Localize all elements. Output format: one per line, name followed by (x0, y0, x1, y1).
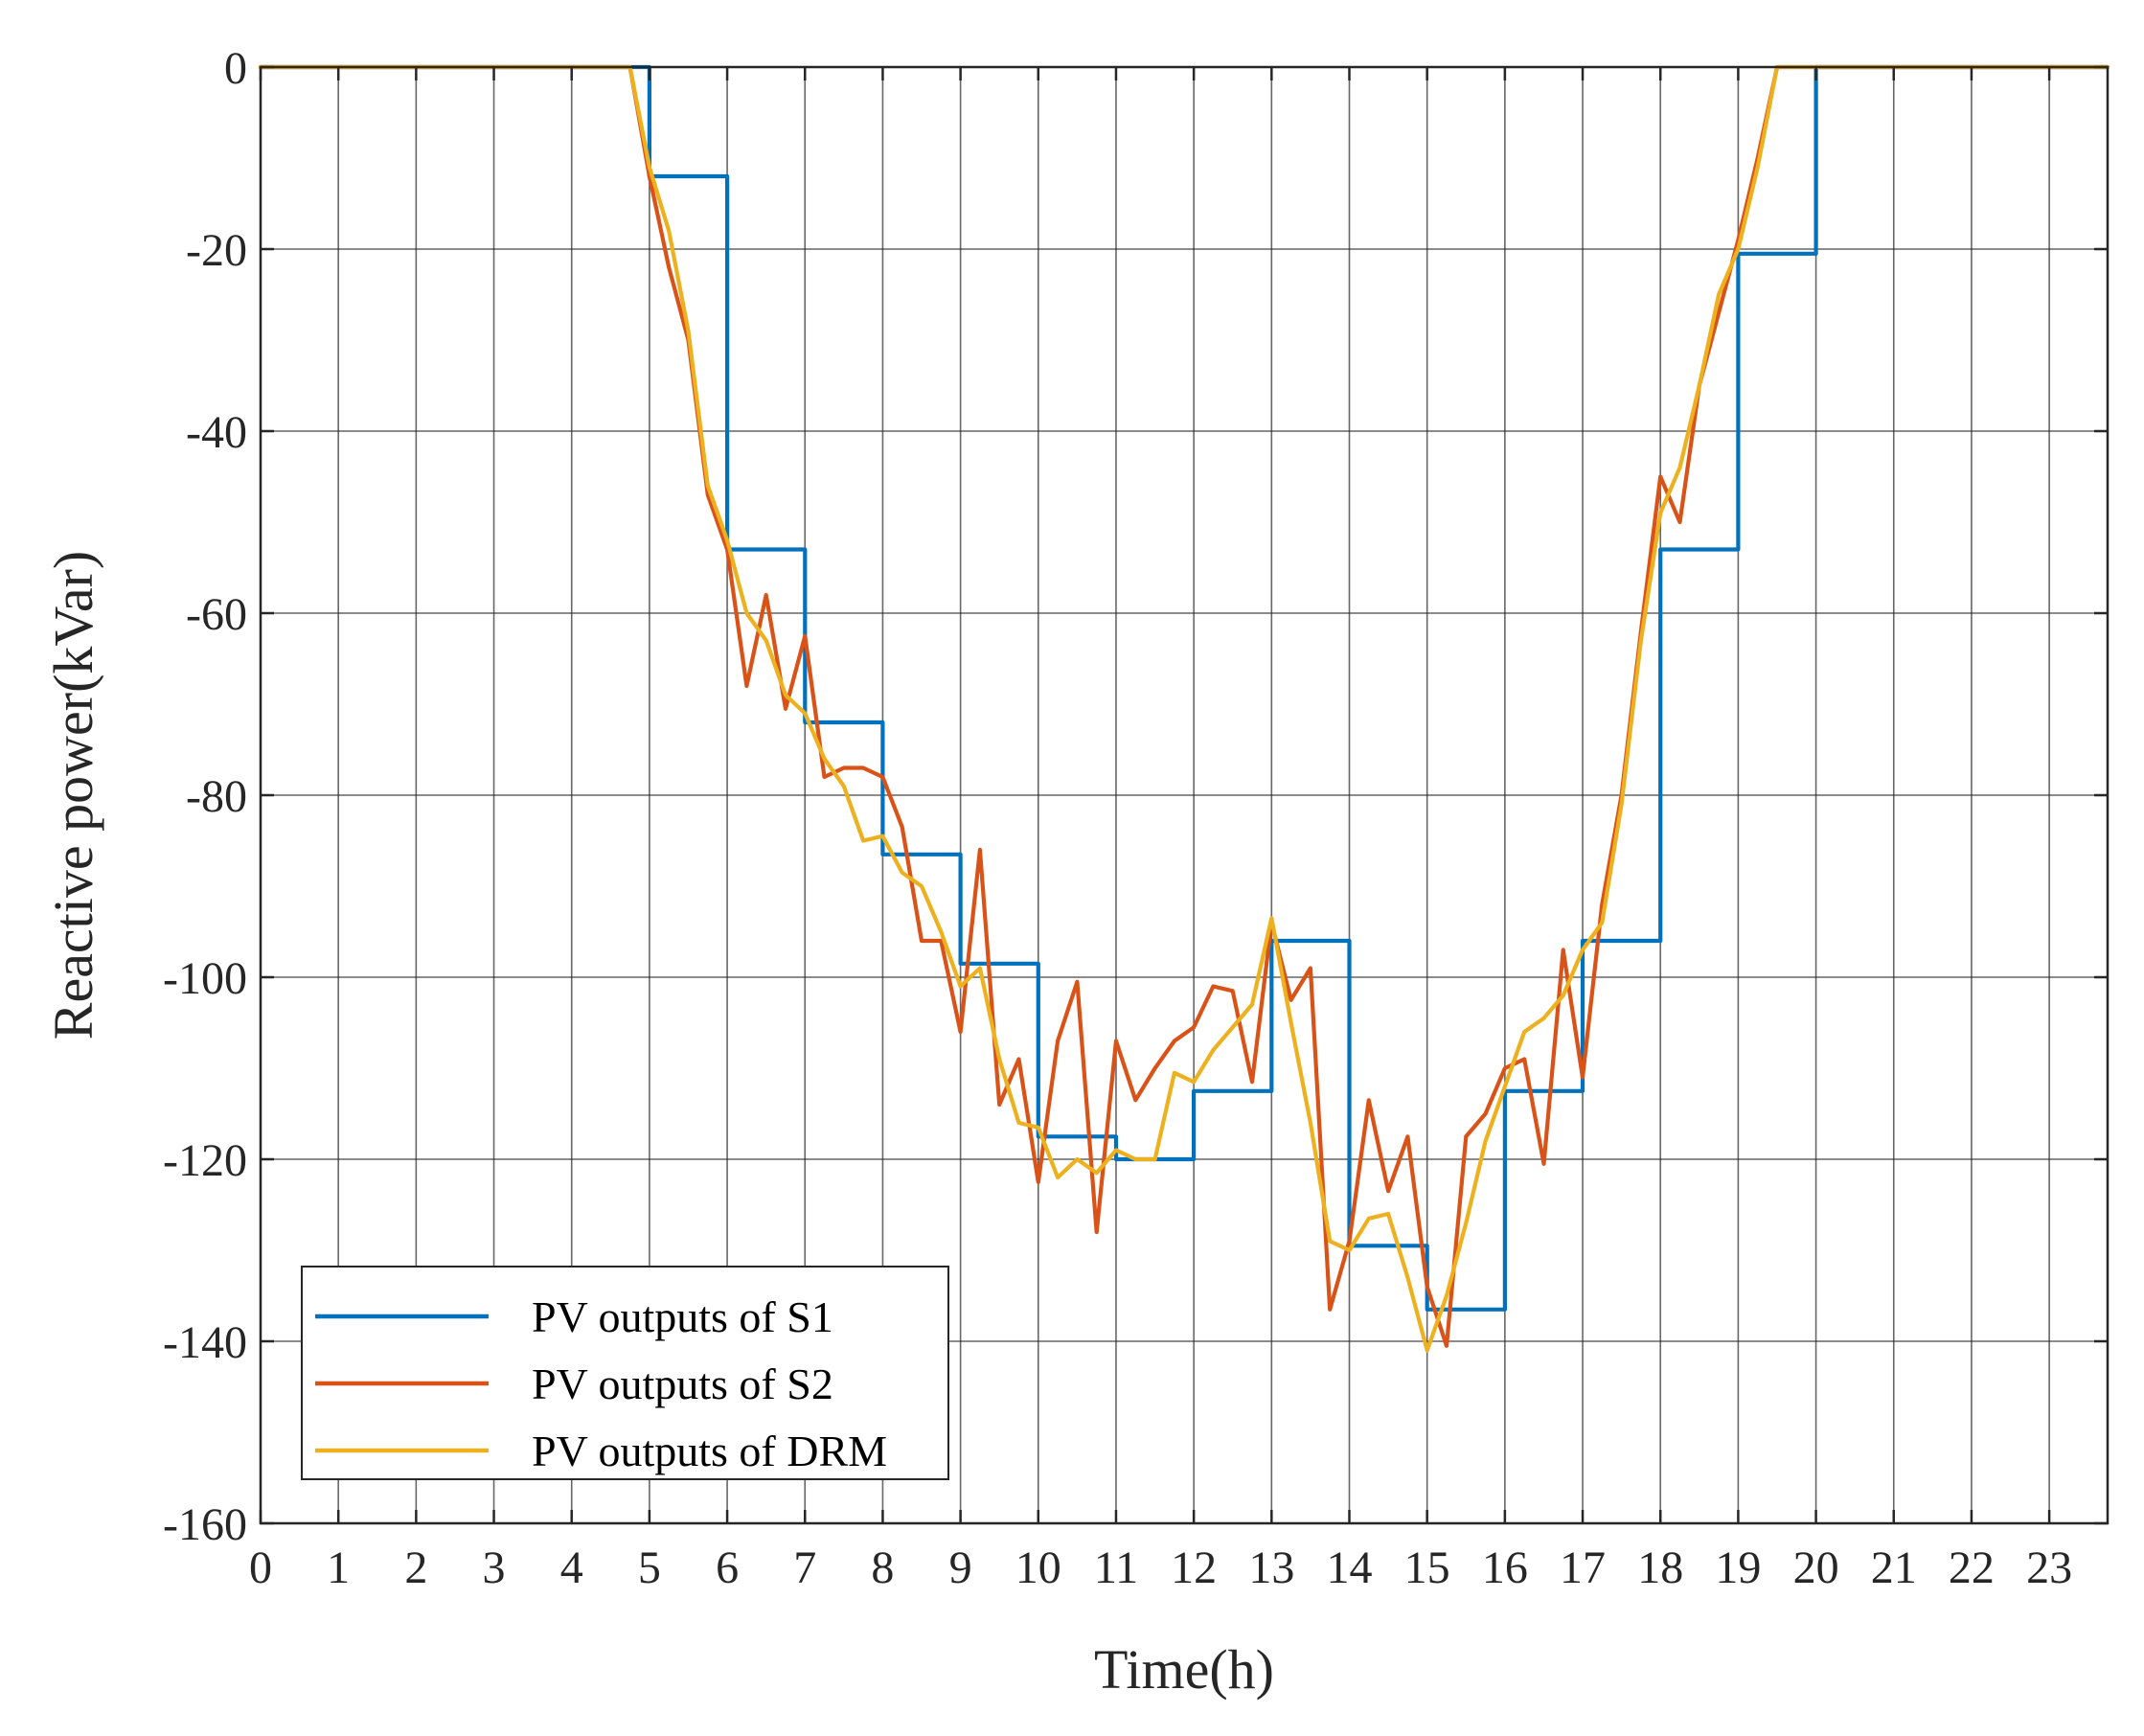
y-tick-label: -100 (163, 953, 247, 1004)
series-line-1 (258, 64, 2110, 1312)
tick-layer: 0 1 2 3 4 5 6 7 8 9 10 11 12 13 14 15 16 17 18 19 20 21 22 230-… (163, 43, 2108, 1593)
y-tick-label: -80 (186, 771, 247, 822)
y-tick-label: 0 (224, 43, 247, 94)
x-tick-label: 16 (1482, 1542, 1528, 1593)
x-tick-label: 14 (1327, 1542, 1373, 1593)
x-tick-label: 8 (871, 1542, 894, 1593)
x-tick-label: 2 (404, 1542, 427, 1593)
x-tick-label: 0 (249, 1542, 272, 1593)
x-tick-label: 15 (1404, 1542, 1450, 1593)
y-tick-label: -120 (163, 1135, 247, 1186)
y-tick-label: -40 (186, 407, 247, 458)
legend-label-3: PV outputs of DRM (532, 1427, 887, 1475)
x-tick-label: 3 (483, 1542, 506, 1593)
legend: PV outputs of S1 PV outputs of S2 PV outpu… (301, 1266, 949, 1480)
x-tick-label: 21 (1871, 1542, 1917, 1593)
x-tick-label: 4 (560, 1542, 583, 1593)
y-tick-label: -60 (186, 589, 247, 640)
x-tick-label: 22 (1949, 1542, 1995, 1593)
series-line-3 (258, 64, 2110, 1353)
x-tick-label: 10 (1015, 1542, 1061, 1593)
x-axis-title: Time(h) (1094, 1638, 1274, 1701)
legend-items: PV outputs of S1 PV outputs of S2 PV outpu… (315, 1292, 887, 1475)
x-tick-label: 9 (949, 1542, 972, 1593)
x-tick-label: 23 (2026, 1542, 2072, 1593)
x-tick-label: 12 (1171, 1542, 1217, 1593)
x-tick-label: 18 (1637, 1542, 1683, 1593)
x-tick-label: 7 (793, 1542, 816, 1593)
grid-layer (260, 66, 2108, 1524)
x-tick-label: 19 (1715, 1542, 1761, 1593)
x-tick-label: 1 (327, 1542, 350, 1593)
y-tick-label: -20 (186, 225, 247, 276)
legend-label-1: PV outputs of S1 (532, 1292, 833, 1341)
y-axis-title: Reactive power(kVar) (42, 551, 104, 1039)
legend-label-2: PV outputs of S2 (532, 1359, 833, 1408)
series-line-2 (258, 64, 2110, 1348)
y-tick-label: -160 (163, 1499, 247, 1550)
x-tick-label: 5 (638, 1542, 661, 1593)
x-tick-label: 17 (1560, 1542, 1606, 1593)
x-tick-label: 6 (716, 1542, 739, 1593)
series-layer (258, 64, 2110, 1353)
x-tick-label: 11 (1094, 1542, 1138, 1593)
y-tick-label: -140 (163, 1317, 247, 1368)
legend-box (301, 1266, 949, 1480)
x-tick-label: 13 (1248, 1542, 1294, 1593)
x-tick-label: 20 (1793, 1542, 1839, 1593)
